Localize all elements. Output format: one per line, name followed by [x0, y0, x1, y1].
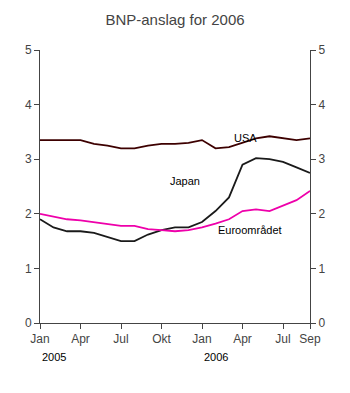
svg-text:Jan: Jan — [30, 332, 49, 346]
svg-text:3: 3 — [25, 152, 32, 166]
svg-text:Apr: Apr — [71, 332, 90, 346]
svg-text:2: 2 — [318, 207, 325, 221]
svg-text:Euroområdet: Euroområdet — [218, 224, 282, 236]
svg-text:Apr: Apr — [233, 332, 252, 346]
svg-text:Jul: Jul — [113, 332, 128, 346]
svg-text:4: 4 — [318, 98, 325, 112]
svg-text:1: 1 — [25, 262, 32, 276]
svg-text:Jan: Jan — [192, 332, 211, 346]
svg-text:0: 0 — [25, 316, 32, 330]
svg-text:0: 0 — [318, 316, 325, 330]
svg-text:USA: USA — [234, 132, 257, 144]
svg-text:4: 4 — [25, 98, 32, 112]
svg-text:1: 1 — [318, 262, 325, 276]
svg-text:2005: 2005 — [42, 351, 66, 363]
svg-text:Sep: Sep — [299, 332, 321, 346]
svg-text:Jul: Jul — [275, 332, 290, 346]
svg-text:Okt: Okt — [152, 332, 171, 346]
svg-text:3: 3 — [318, 152, 325, 166]
svg-text:Japan: Japan — [170, 175, 200, 187]
svg-text:2006: 2006 — [204, 351, 228, 363]
svg-text:5: 5 — [318, 43, 325, 57]
svg-text:5: 5 — [25, 43, 32, 57]
svg-text:BNP-anslag for 2006: BNP-anslag for 2006 — [105, 11, 244, 28]
svg-text:2: 2 — [25, 207, 32, 221]
